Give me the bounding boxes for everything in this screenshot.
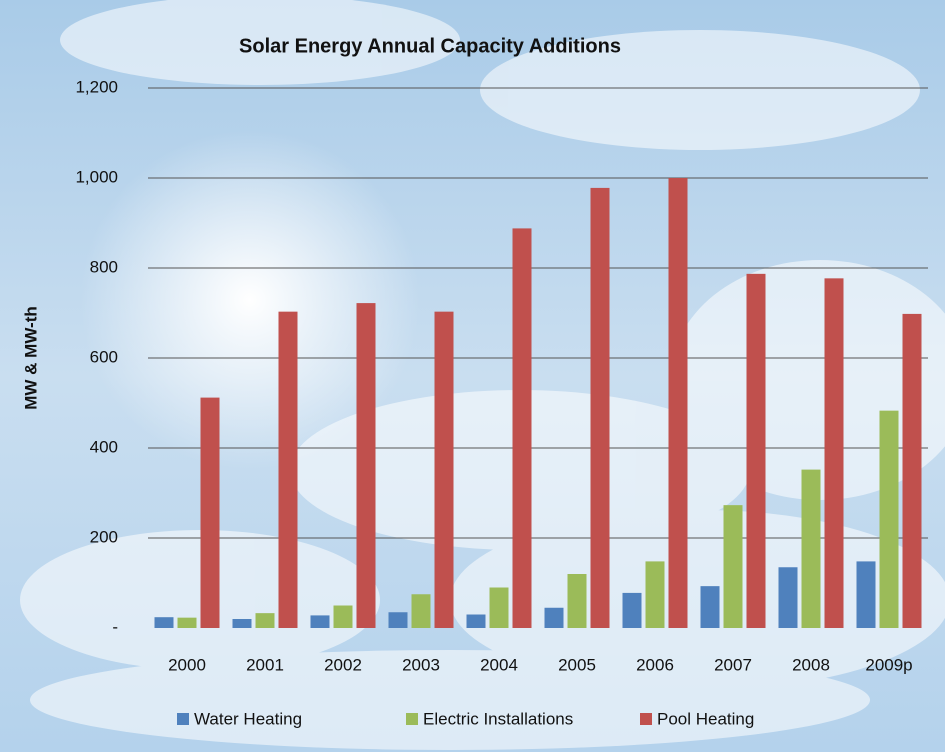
legend-label: Electric Installations: [423, 709, 573, 728]
y-tick-label: 400: [90, 437, 118, 456]
bar: [154, 617, 174, 628]
bar: [567, 574, 587, 628]
bar: [177, 617, 197, 628]
bar: [902, 313, 922, 628]
bar: [310, 615, 330, 628]
bar: [544, 607, 564, 628]
bar: [856, 561, 876, 628]
bar: [590, 187, 610, 628]
legend-swatch: [177, 713, 189, 725]
bar: [200, 397, 220, 628]
bar: [255, 613, 275, 628]
y-tick-label: 800: [90, 257, 118, 276]
y-tick-label: 1,000: [75, 167, 118, 186]
bar: [801, 469, 821, 628]
x-tick-label: 2003: [402, 655, 440, 674]
bar: [824, 278, 844, 628]
x-tick-label: 2002: [324, 655, 362, 674]
chart-title: Solar Energy Annual Capacity Additions: [239, 35, 621, 57]
y-tick-label: 600: [90, 347, 118, 366]
bar: [232, 619, 252, 628]
y-tick-label: -: [112, 617, 118, 636]
y-tick-label: 1,200: [75, 77, 118, 96]
bar: [879, 410, 899, 628]
bar: [333, 605, 353, 628]
bar: [388, 612, 408, 628]
y-tick-label: 200: [90, 527, 118, 546]
x-tick-label: 2009p: [865, 655, 912, 674]
legend-label: Pool Heating: [657, 709, 754, 728]
sun-glow: [80, 130, 420, 470]
bar: [434, 311, 454, 628]
x-tick-label: 2007: [714, 655, 752, 674]
bar: [668, 178, 688, 628]
legend-swatch: [406, 713, 418, 725]
bar: [778, 567, 798, 628]
bar: [356, 303, 376, 628]
x-tick-label: 2008: [792, 655, 830, 674]
bar: [700, 586, 720, 628]
bar: [466, 614, 486, 628]
x-tick-label: 2005: [558, 655, 596, 674]
x-tick-label: 2004: [480, 655, 518, 674]
bar: [489, 587, 509, 628]
clouds: [20, 0, 945, 750]
bar: [278, 311, 298, 628]
bar: [723, 505, 743, 628]
x-tick-label: 2000: [168, 655, 206, 674]
bar: [512, 228, 532, 628]
x-tick-label: 2001: [246, 655, 284, 674]
bar: [645, 561, 665, 628]
bar: [746, 273, 766, 628]
legend-label: Water Heating: [194, 709, 302, 728]
bar: [622, 592, 642, 628]
legend-swatch: [640, 713, 652, 725]
bar: [411, 594, 431, 628]
y-axis-label: MW & MW-th: [21, 306, 40, 410]
x-tick-label: 2006: [636, 655, 674, 674]
